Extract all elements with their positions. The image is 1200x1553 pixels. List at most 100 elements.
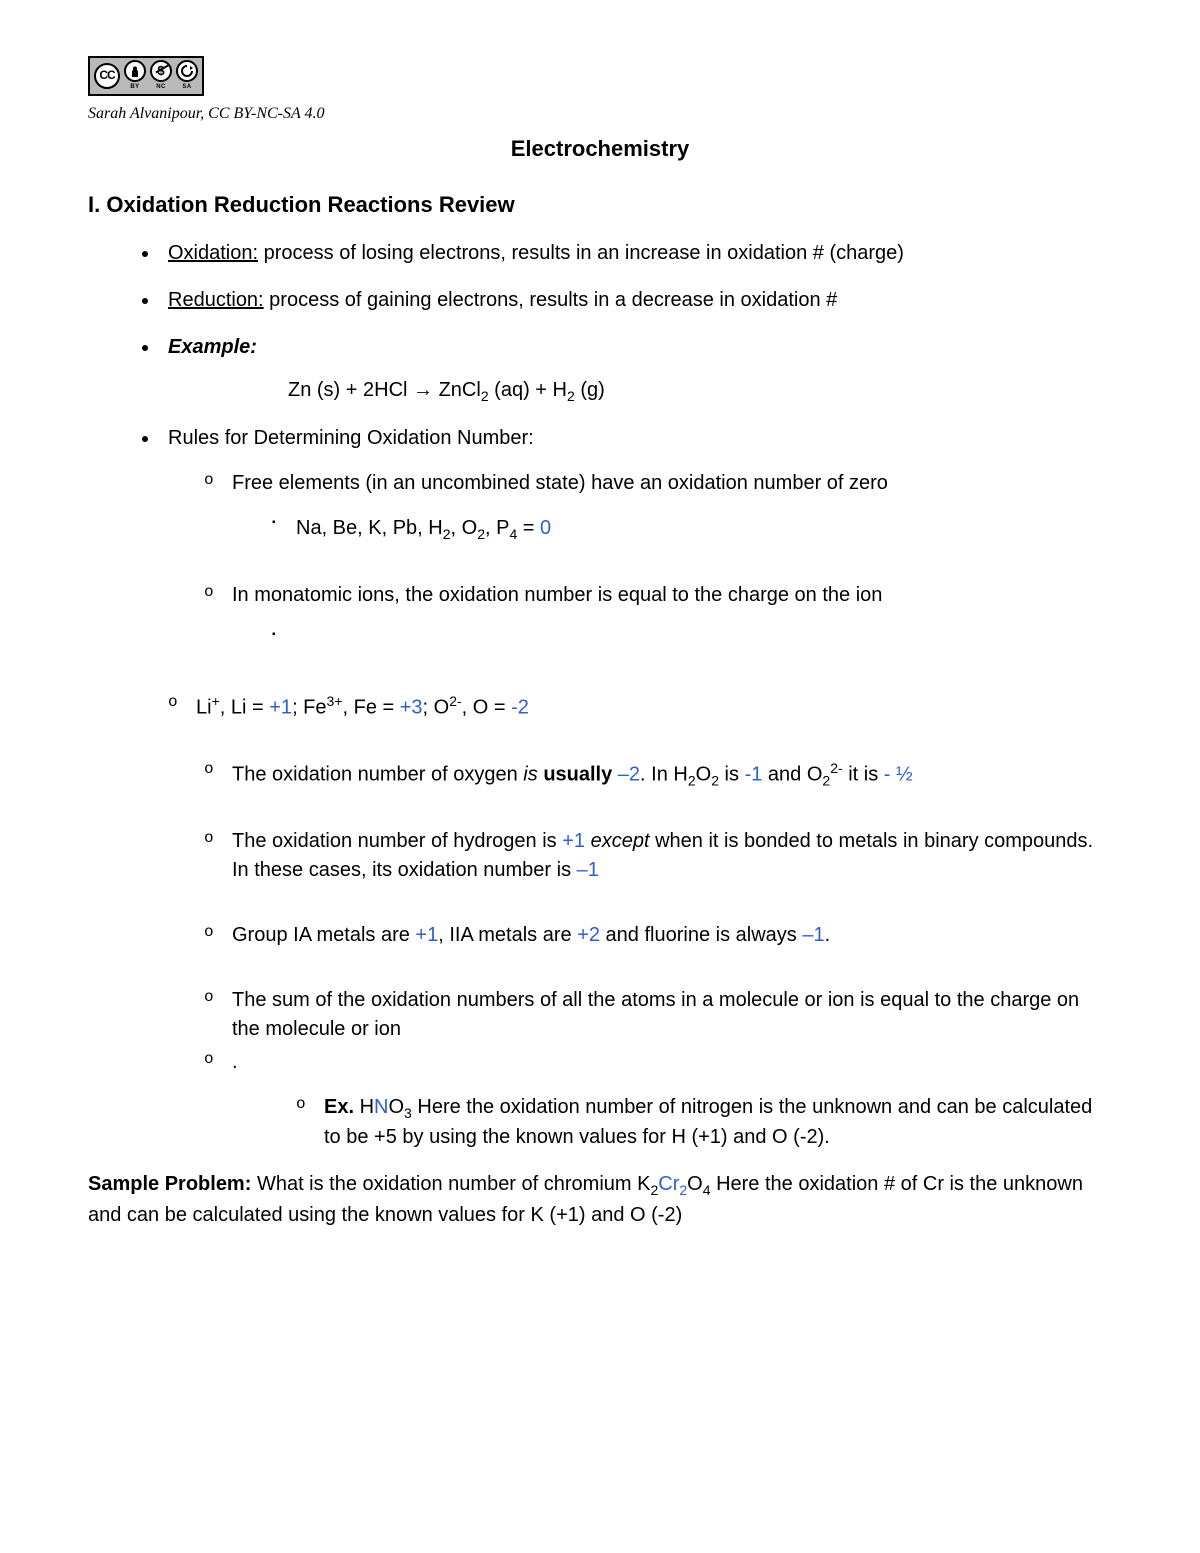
oxidation-value: +1 <box>415 924 438 946</box>
text-part: usually <box>543 764 612 786</box>
element-highlight: Cr <box>658 1173 679 1195</box>
ex-label: Ex. <box>324 1096 354 1118</box>
bullet-oxidation: Oxidation: process of losing electrons, … <box>160 239 1112 268</box>
rule1-examples: Na, Be, K, Pb, H2, O2, P4 = 0 <box>272 514 1112 544</box>
section-heading: I. Oxidation Reduction Reactions Review <box>88 189 1112 221</box>
eq-part: ZnCl <box>433 379 481 401</box>
text-part: except <box>591 830 650 852</box>
text-part: The oxidation number of oxygen <box>232 764 523 786</box>
eq-part: (g) <box>575 379 605 401</box>
text-part: is <box>719 764 745 786</box>
sample-problem: Sample Problem: What is the oxidation nu… <box>88 1170 1112 1229</box>
superscript: + <box>212 693 220 709</box>
rules-list-continued: Li+, Li = +1; Fe3+, Fe = +3; O2-, O = -2 <box>168 691 1112 723</box>
text-part: and O <box>762 764 822 786</box>
eq-part: Zn (s) + 2HCl <box>288 379 413 401</box>
rules-list: Free elements (in an uncombined state) h… <box>168 469 1112 654</box>
subscript: 2 <box>443 526 451 542</box>
empty-square <box>272 626 1112 655</box>
oxidation-value: +1 <box>562 830 585 852</box>
text-part: . In H <box>640 764 688 786</box>
oxidation-value: +1 <box>269 696 292 718</box>
cc-by-icon: BY <box>124 60 146 92</box>
rule2-sublist <box>232 626 1112 655</box>
text-part: it is <box>843 764 884 786</box>
text-part: Na, Be, K, Pb, H <box>296 517 443 539</box>
text-part: Here the oxidation number of nitrogen is… <box>324 1096 1092 1148</box>
text-part: O <box>388 1096 404 1118</box>
rule-sum-example: Ex. HNO3 Here the oxidation number of ni… <box>232 1093 1112 1152</box>
subscript: 2 <box>679 1182 687 1198</box>
text-part: ; Fe <box>292 696 326 718</box>
oxidation-value: –1 <box>802 924 824 946</box>
text-part: , IIA metals are <box>438 924 577 946</box>
oxidation-value: -2 <box>511 696 529 718</box>
document-title: Electrochemistry <box>88 133 1112 165</box>
text-part: The oxidation number of hydrogen is <box>232 830 562 852</box>
text-part: , O <box>451 517 478 539</box>
oxidation-value: –1 <box>577 859 599 881</box>
oxidation-value: +3 <box>400 696 423 718</box>
oxidation-value: -1 <box>745 764 763 786</box>
text-part: Group IA metals are <box>232 924 415 946</box>
cc-license-badge: CC BY $ NC SA <box>88 56 204 96</box>
subscript: 4 <box>703 1182 711 1198</box>
text-part: , Fe = <box>342 696 399 718</box>
rule-text: The sum of the oxidation numbers of all … <box>232 989 1079 1040</box>
example-label: Example: <box>168 336 257 358</box>
sample-label: Sample Problem: <box>88 1173 251 1195</box>
bullet-example: Example: Zn (s) + 2HCl → ZnCl2 (aq) + H2… <box>160 333 1112 406</box>
rule-monatomic: In monatomic ions, the oxidation number … <box>204 581 1112 655</box>
text-part: O <box>696 764 712 786</box>
rules-intro: Rules for Determining Oxidation Number: <box>168 427 534 449</box>
text-part: , Li = <box>220 696 269 718</box>
rule-groups: Group IA metals are +1, IIA metals are +… <box>204 921 1112 950</box>
bullet-reduction: Reduction: process of gaining electrons,… <box>160 286 1112 315</box>
subscript: 2 <box>688 773 696 789</box>
subscript: 3 <box>404 1105 412 1121</box>
bullet-list-level1: Oxidation: process of losing electrons, … <box>88 239 1112 1153</box>
reduction-def: process of gaining electrons, results in… <box>264 289 838 311</box>
arrow-icon: → <box>413 379 433 401</box>
rules-list-2: The oxidation number of oxygen is usuall… <box>168 758 1112 950</box>
cc-badge-box: CC BY $ NC SA <box>88 56 204 96</box>
superscript: 2- <box>449 693 461 709</box>
rule-free-elements: Free elements (in an uncombined state) h… <box>204 469 1112 544</box>
cc-cc-icon: CC <box>94 63 120 89</box>
rule-sum: The sum of the oxidation numbers of all … <box>204 986 1112 1044</box>
subscript: 2 <box>481 388 489 404</box>
rule-text: In monatomic ions, the oxidation number … <box>232 584 882 606</box>
rule1-sublist: Na, Be, K, Pb, H2, O2, P4 = 0 <box>232 514 1112 544</box>
rule-hydrogen: The oxidation number of hydrogen is +1 e… <box>204 827 1112 885</box>
text-part: What is the oxidation number of chromium… <box>251 1173 650 1195</box>
oxidation-value: 0 <box>540 517 551 539</box>
author-line: Sarah Alvanipour, CC BY-NC-SA 4.0 <box>88 102 1112 125</box>
subscript: 2 <box>711 773 719 789</box>
bullet-rules: Rules for Determining Oxidation Number: … <box>160 424 1112 1152</box>
reduction-term: Reduction: <box>168 289 264 311</box>
rule-text: Free elements (in an uncombined state) h… <box>232 472 888 494</box>
superscript: 3+ <box>327 693 343 709</box>
rule-sum-b: . Ex. HNO3 Here the oxidation number of … <box>204 1048 1112 1152</box>
text-part: , O = <box>462 696 511 718</box>
text-part: ; O <box>423 696 450 718</box>
rule-ion-examples: Li+, Li = +1; Fe3+, Fe = +3; O2-, O = -2 <box>168 691 1112 723</box>
cc-sa-icon: SA <box>176 60 198 92</box>
text-part: H <box>354 1096 374 1118</box>
text-part: O <box>687 1173 703 1195</box>
element-highlight: N <box>374 1096 388 1118</box>
text-part: and fluorine is always <box>600 924 802 946</box>
oxidation-value: +2 <box>577 924 600 946</box>
rule-text: . <box>232 1051 238 1073</box>
rules-list-3: The sum of the oxidation numbers of all … <box>168 986 1112 1152</box>
text-part: Li <box>196 696 212 718</box>
eq-part: (aq) + H <box>489 379 567 401</box>
text-part: . <box>825 924 831 946</box>
oxidation-value: - ½ <box>884 764 913 786</box>
example-equation: Zn (s) + 2HCl → ZnCl2 (aq) + H2 (g) <box>288 376 1112 406</box>
text-part: = <box>517 517 540 539</box>
text-part: is <box>523 764 537 786</box>
document-page: CC BY $ NC SA Sarah Alvanipour, CC BY-NC… <box>0 0 1200 1290</box>
hno3-example: Ex. HNO3 Here the oxidation number of ni… <box>296 1093 1112 1152</box>
cc-nc-icon: $ NC <box>150 60 172 92</box>
